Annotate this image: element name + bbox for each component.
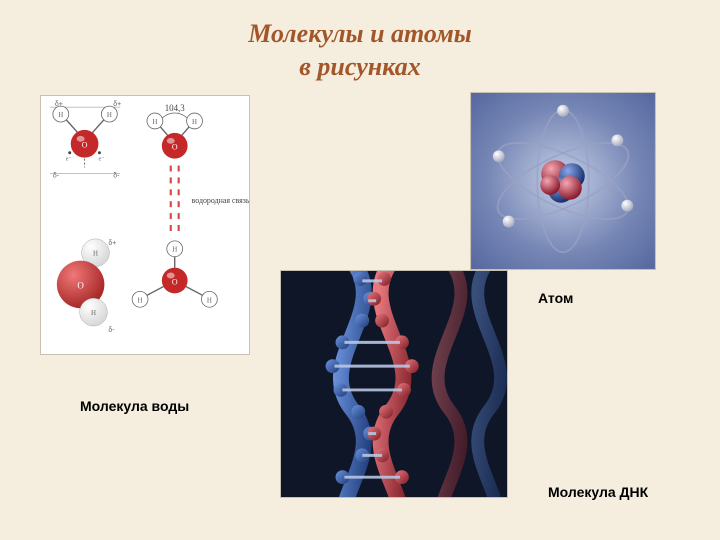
svg-text:104,3: 104,3 [165,103,186,113]
dna-caption: Молекула ДНК [548,484,648,500]
title-line2: в рисунках [0,51,720,84]
svg-text:H: H [172,247,177,254]
atom-panel [470,92,656,270]
svg-text:δ-: δ- [108,327,114,334]
atom-caption: Атом [538,290,573,306]
svg-text:H: H [207,297,212,304]
svg-text:H: H [93,251,98,258]
svg-text:H: H [192,119,197,126]
svg-text:δ+: δ+ [108,240,116,247]
svg-text:H: H [91,310,96,317]
water-molecule-svg: δ+ δ+ δ- δ- H H O e⁻ e⁻ 104,3 H H O [41,96,249,354]
svg-text:H: H [152,119,157,126]
title-line1: Молекулы и атомы [0,18,720,51]
dna-panel [280,270,508,498]
water-molecule-panel: δ+ δ+ δ- δ- H H O e⁻ e⁻ 104,3 H H O [40,95,250,355]
svg-text:e⁻: e⁻ [98,157,104,163]
svg-text:O: O [77,280,84,290]
svg-text:H: H [58,112,63,119]
h-bond-label: водородная связь [192,196,249,205]
svg-text:O: O [172,277,178,286]
svg-text:e⁻: e⁻ [66,157,72,163]
atom-svg [471,93,655,269]
svg-text:O: O [82,141,88,150]
water-caption: Молекула воды [80,398,189,414]
svg-text:H: H [138,297,143,304]
svg-text:H: H [107,112,112,119]
svg-text:O: O [172,143,178,152]
dna-svg [281,271,507,497]
page-title: Молекулы и атомы в рисунках [0,18,720,83]
